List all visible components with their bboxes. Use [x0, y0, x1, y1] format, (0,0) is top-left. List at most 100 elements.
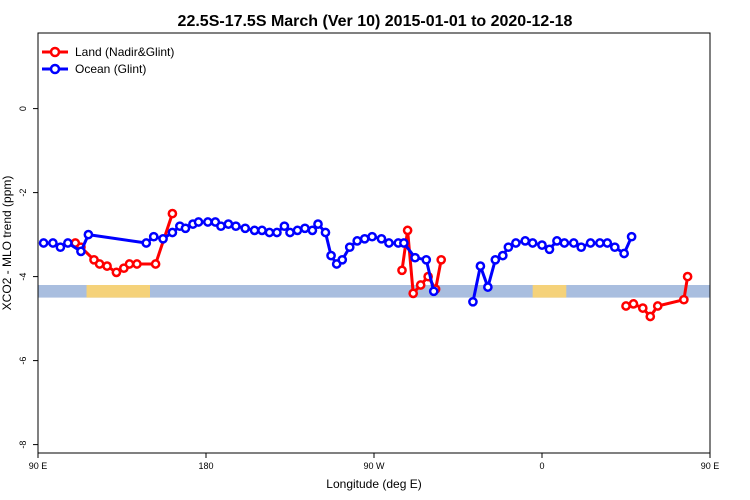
- land-point-0-5: [111, 267, 122, 278]
- land-point-1-6: [436, 254, 447, 265]
- ocean-point-1-10: [544, 244, 555, 255]
- land-point-0-3: [94, 259, 105, 269]
- land-point-2-3: [645, 311, 656, 322]
- ocean-point-0-42: [410, 252, 420, 263]
- ocean-point-1-0: [468, 296, 478, 307]
- x-tick-label-4: 90 E: [701, 461, 720, 471]
- chart-title: 22.5S-17.5S March (Ver 10) 2015-01-01 to…: [178, 13, 573, 30]
- legend-marker-ocean: [49, 63, 61, 75]
- ocean-point-0-0: [38, 238, 49, 248]
- series-layer: [38, 208, 693, 322]
- axis-ticks: 90 E 180 90 W 0 90 E 0 -2 -4 -6 -8: [18, 106, 719, 471]
- ocean-point-0-7: [148, 231, 159, 242]
- ocean-point-0-26: [292, 225, 303, 236]
- ocean-point-0-22: [264, 227, 275, 238]
- ocean-point-1-15: [585, 238, 596, 248]
- ocean-point-0-38: [376, 233, 387, 244]
- ocean-point-1-19: [619, 248, 629, 259]
- ocean-point-0-37: [367, 231, 377, 242]
- ocean-point-0-23: [272, 227, 282, 238]
- ocean-point-1-16: [595, 238, 605, 248]
- land-point-0-8: [132, 259, 142, 269]
- legend-marker-land: [49, 46, 61, 58]
- ocean-point-0-16: [216, 221, 226, 232]
- ocean-point-0-25: [285, 227, 295, 238]
- ocean-point-0-14: [203, 217, 213, 227]
- y-tick-label-4: -8: [18, 441, 28, 449]
- ocean-series-line-0: [43, 220, 436, 292]
- ocean-point-1-17: [602, 238, 613, 248]
- y-tick-label-3: -6: [18, 357, 28, 365]
- legend-label-ocean: Ocean (Glint): [75, 62, 146, 76]
- land-point-0-10: [167, 208, 178, 219]
- ocean-point-0-9: [167, 227, 178, 238]
- y-tick-label-2: -4: [18, 273, 28, 281]
- ocean-point-1-8: [527, 238, 538, 248]
- x-tick-label-2: 90 W: [363, 461, 385, 471]
- land-point-1-0: [397, 265, 407, 276]
- land-point-2-4: [652, 301, 663, 311]
- ocean-point-1-7: [520, 236, 531, 246]
- ocean-point-1-18: [609, 242, 620, 253]
- ocean-point-1-6: [511, 238, 521, 248]
- ocean-point-0-27: [300, 223, 310, 234]
- ocean-point-0-11: [180, 223, 191, 234]
- ocean-point-0-19: [240, 223, 251, 234]
- y-axis-label: XCO2 - MLO trend (ppm): [0, 176, 14, 311]
- ocean-point-1-20: [626, 231, 637, 242]
- ocean-point-0-2: [55, 242, 66, 253]
- ocean-point-0-6: [141, 238, 152, 248]
- legend: Land (Nadir&Glint) Ocean (Glint): [42, 45, 174, 76]
- ocean-point-0-41: [399, 238, 409, 248]
- ocean-point-0-24: [279, 221, 290, 232]
- ocean-point-0-13: [193, 217, 204, 227]
- land-ocean-band: [38, 285, 710, 298]
- ocean-point-0-36: [359, 233, 370, 244]
- ocean-point-0-31: [326, 250, 336, 261]
- ocean-point-0-1: [48, 238, 58, 248]
- ocean-point-1-4: [497, 250, 508, 261]
- ocean-point-0-39: [384, 238, 394, 248]
- ocean-point-1-1: [475, 261, 486, 271]
- ocean-point-0-30: [320, 227, 331, 238]
- x-axis-label: Longitude (deg E): [326, 477, 421, 491]
- ocean-point-1-2: [483, 282, 493, 292]
- land-point-2-0: [621, 301, 631, 311]
- land-point-1-2: [408, 288, 419, 299]
- ocean-point-0-3: [63, 238, 73, 248]
- ocean-point-0-20: [249, 225, 260, 236]
- ocean-point-0-35: [352, 236, 363, 246]
- ocean-point-1-14: [576, 242, 587, 253]
- ocean-point-0-8: [158, 233, 168, 244]
- land-point-2-5: [679, 294, 689, 305]
- ocean-point-0-5: [83, 229, 94, 240]
- x-tick-label-3: 0: [539, 461, 544, 471]
- ocean-point-1-9: [537, 240, 547, 250]
- land-point-0-4: [102, 261, 112, 271]
- land-point-1-1: [402, 225, 413, 236]
- ocean-point-0-34: [344, 242, 355, 253]
- x-tick-label-0: 90 E: [29, 461, 48, 471]
- ocean-point-1-12: [559, 238, 570, 248]
- ocean-point-1-13: [568, 238, 579, 248]
- ocean-point-1-5: [503, 242, 514, 253]
- y-tick-label-0: 0: [18, 106, 28, 111]
- x-tick-label-1: 180: [198, 461, 213, 471]
- legend-label-land: Land (Nadir&Glint): [75, 45, 174, 59]
- land-point-2-1: [628, 299, 639, 309]
- ocean-point-1-11: [552, 236, 562, 246]
- y-tick-label-1: -2: [18, 189, 28, 197]
- land-segment-0: [86, 285, 150, 298]
- ocean-point-0-29: [313, 219, 323, 229]
- ocean-point-0-18: [231, 221, 241, 232]
- ocean-point-0-33: [337, 254, 348, 265]
- land-point-2-2: [637, 303, 648, 313]
- ocean-point-0-28: [307, 225, 318, 236]
- ocean-point-1-3: [490, 254, 501, 265]
- land-point-2-6: [682, 271, 693, 282]
- land-point-1-3: [415, 280, 426, 290]
- ocean-point-0-44: [428, 286, 439, 297]
- ocean-point-0-21: [257, 225, 267, 236]
- land-point-0-9: [150, 259, 161, 269]
